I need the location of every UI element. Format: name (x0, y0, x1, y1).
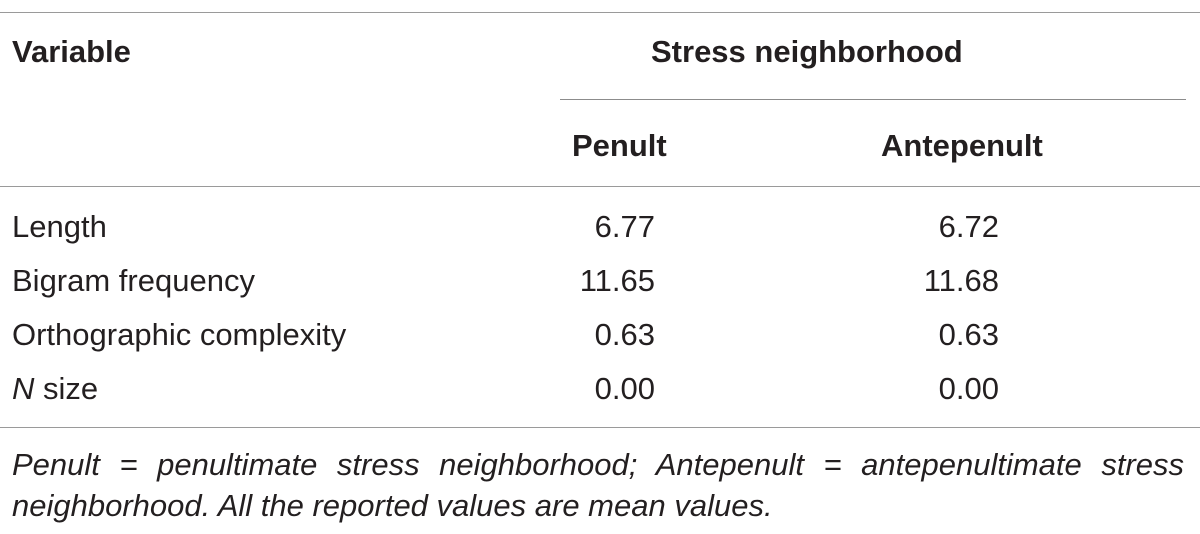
cell-penult-n-size: 0.00 (594, 371, 655, 406)
cell-penult-length: 6.77 (594, 209, 655, 244)
row-label-length: Length (12, 209, 107, 245)
cell-antepenult-length: 6.72 (938, 209, 999, 244)
header-antepenult: Antepenult (881, 128, 1043, 163)
cell-penult-bigram-frequency: 11.65 (579, 263, 655, 298)
row-label-italic-prefix: N (12, 371, 35, 406)
group-header-rule (560, 99, 1186, 100)
cell-antepenult-orthographic-complexity: 0.63 (938, 317, 999, 352)
table-top-rule (0, 12, 1200, 13)
header-penult: Penult (572, 128, 667, 163)
row-label-orthographic-complexity: Orthographic complexity (12, 317, 346, 353)
header-variable: Variable (12, 34, 131, 69)
row-label-text: Orthographic complexity (12, 317, 347, 352)
header-stress-neighborhood: Stress neighborhood (651, 34, 963, 69)
row-label-bigram-frequency: Bigram frequency (12, 263, 255, 299)
cell-antepenult-bigram-frequency: 11.68 (923, 263, 999, 298)
row-label-text: Bigram frequency (12, 263, 255, 298)
header-bottom-rule (0, 186, 1200, 187)
cell-antepenult-n-size: 0.00 (938, 371, 999, 406)
row-label-text: Length (12, 209, 107, 244)
cell-penult-orthographic-complexity: 0.63 (594, 317, 655, 352)
table-footnote: Penult = penultimate stress neighborhood… (12, 447, 1184, 523)
row-label-text: size (34, 371, 99, 406)
table-bottom-rule (0, 427, 1200, 428)
row-label-n-size: N size (12, 371, 98, 407)
